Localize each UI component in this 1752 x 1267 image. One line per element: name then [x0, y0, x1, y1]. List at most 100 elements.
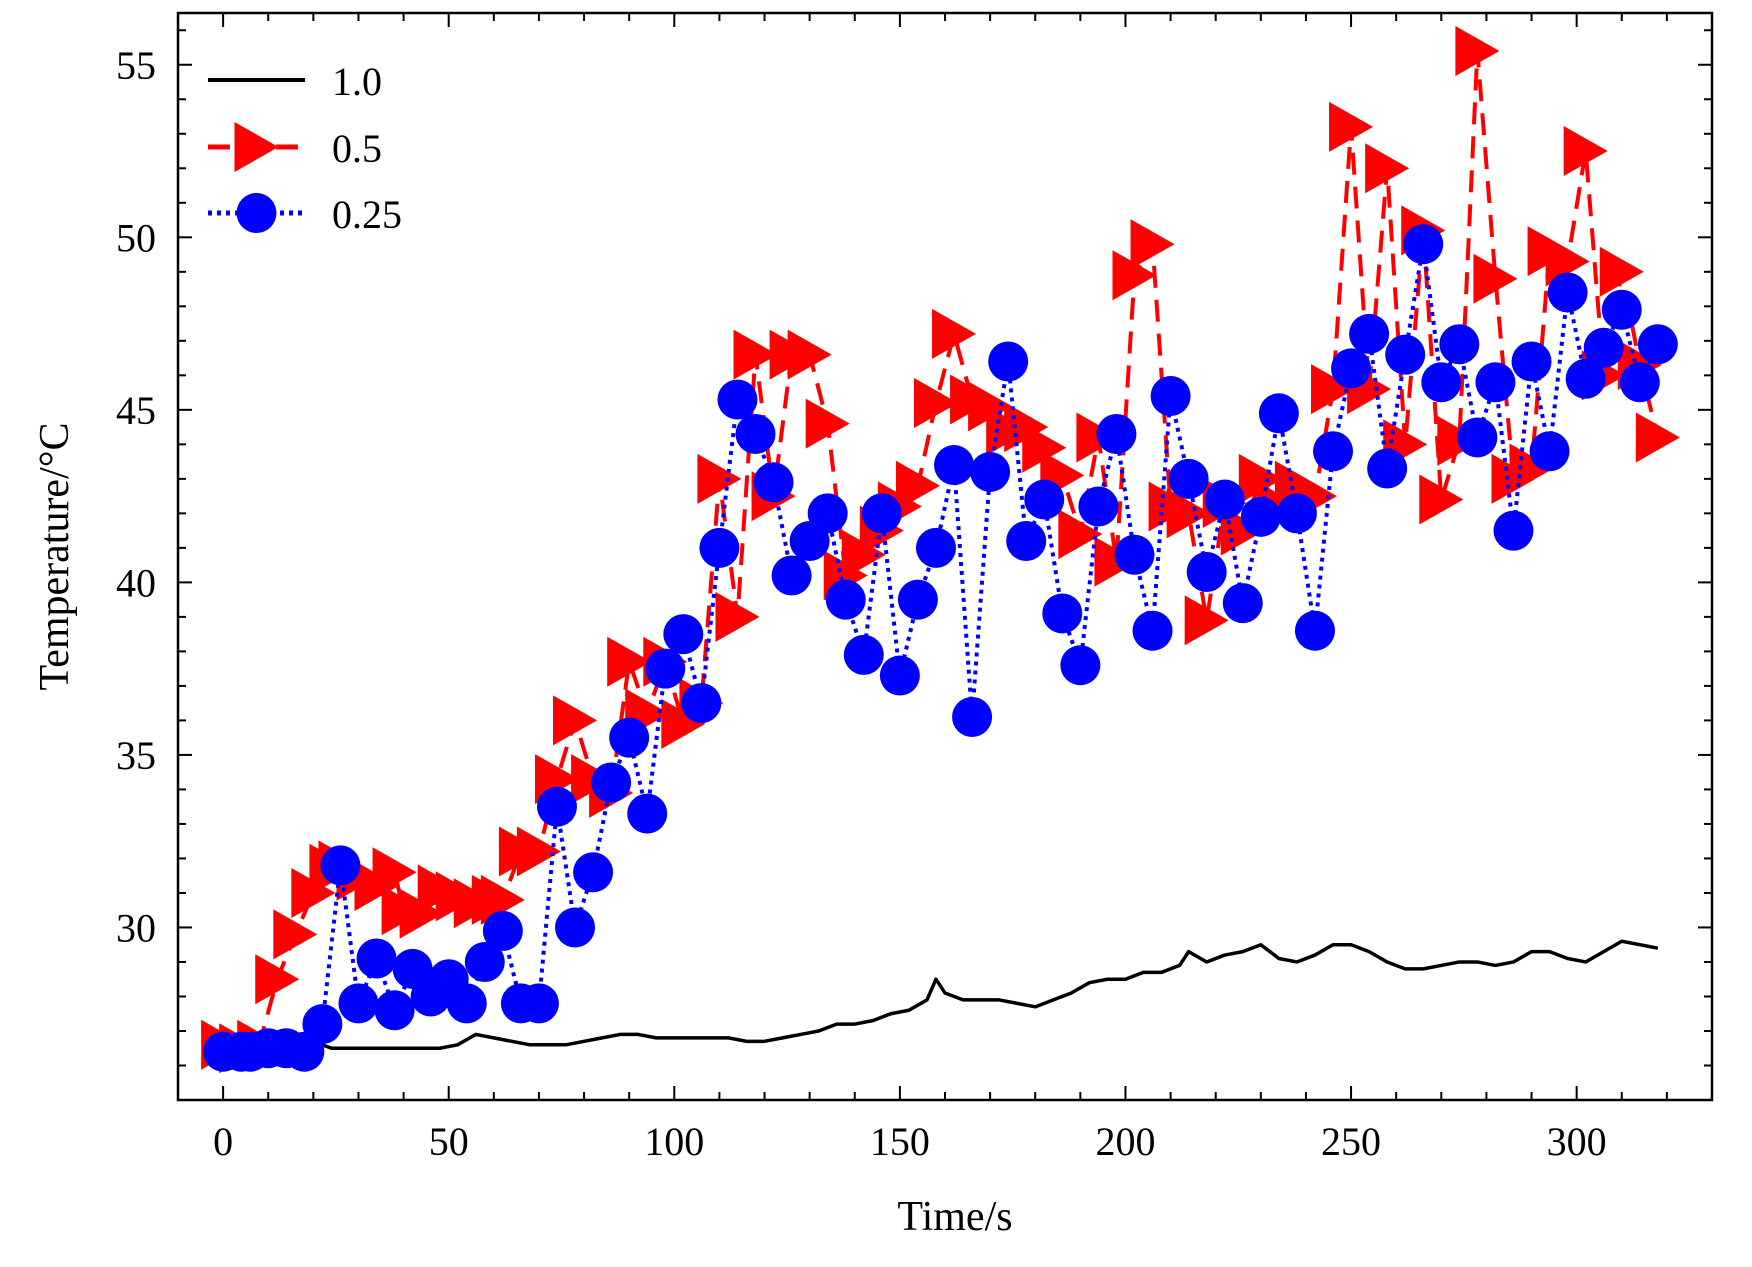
- data-point: [970, 451, 1011, 492]
- data-point: [591, 762, 632, 803]
- y-tick-label: 40: [116, 560, 156, 605]
- data-point: [861, 493, 902, 534]
- data-point: [1168, 458, 1209, 499]
- legend-label: 1.0: [332, 59, 382, 104]
- data-point: [988, 341, 1029, 382]
- data-point: [1563, 126, 1608, 177]
- data-point: [1637, 324, 1678, 365]
- data-point: [482, 910, 523, 951]
- x-tick-label: 0: [213, 1119, 233, 1164]
- data-point: [607, 636, 652, 687]
- data-point: [1222, 583, 1263, 624]
- legend-label: 0.5: [332, 126, 382, 171]
- data-point: [717, 379, 758, 420]
- data-point: [356, 938, 397, 979]
- data-point: [771, 555, 812, 596]
- data-point: [1599, 246, 1644, 297]
- data-point: [320, 845, 361, 886]
- data-point: [1204, 479, 1245, 520]
- data-point: [573, 852, 614, 893]
- data-point: [1473, 253, 1518, 304]
- data-point: [1294, 610, 1335, 651]
- data-point: [1331, 348, 1372, 389]
- data-point: [913, 377, 958, 428]
- data-point: [1186, 552, 1227, 593]
- data-point: [302, 1004, 343, 1045]
- data-point: [536, 786, 577, 827]
- data-point: [1060, 645, 1101, 686]
- legend-marker-0.25: [236, 193, 277, 233]
- data-point: [735, 413, 776, 454]
- data-point: [1403, 224, 1444, 265]
- series-0: [222, 939, 1659, 1054]
- data-point: [1024, 479, 1065, 520]
- data-point: [1493, 510, 1534, 551]
- data-point: [1619, 362, 1660, 403]
- data-point: [715, 591, 760, 642]
- data-point: [516, 826, 561, 877]
- series-2: [203, 224, 1678, 1072]
- data-point: [1150, 376, 1191, 417]
- data-point: [895, 460, 940, 511]
- data-point: [464, 941, 505, 982]
- y-tick-label: 35: [116, 733, 156, 778]
- data-point: [1276, 493, 1317, 534]
- data-point: [1132, 610, 1173, 651]
- data-point: [1529, 431, 1570, 472]
- data-point: [968, 381, 1013, 432]
- data-point: [1475, 362, 1516, 403]
- x-axis-label: Time/s: [897, 1194, 1012, 1240]
- legend-marker-0.5: [234, 122, 279, 172]
- data-point: [645, 648, 686, 689]
- data-point: [1365, 143, 1410, 194]
- data-point: [1022, 422, 1067, 473]
- data-point: [879, 655, 920, 696]
- data-point: [699, 527, 740, 568]
- x-tick-label: 100: [644, 1119, 704, 1164]
- data-point: [372, 847, 417, 898]
- x-tick-label: 50: [429, 1119, 469, 1164]
- data-point: [1547, 272, 1588, 313]
- data-point: [446, 983, 487, 1024]
- data-point: [1184, 595, 1229, 646]
- data-point: [952, 696, 993, 737]
- data-point: [399, 888, 444, 939]
- data-point: [338, 983, 379, 1024]
- x-tick-label: 300: [1547, 1119, 1607, 1164]
- y-tick-label: 50: [116, 215, 156, 260]
- data-point: [1545, 236, 1590, 287]
- data-point: [1311, 364, 1356, 415]
- data-point: [807, 493, 848, 534]
- data-point: [1565, 358, 1606, 399]
- x-tick-label: 200: [1095, 1119, 1155, 1164]
- data-point: [555, 907, 596, 948]
- data-point: [1455, 25, 1500, 76]
- data-point: [1601, 289, 1642, 330]
- data-point: [932, 308, 977, 359]
- data-point: [480, 874, 525, 925]
- data-point: [897, 579, 938, 620]
- y-axis-label: Temperature/°C: [32, 422, 78, 690]
- y-tick-label: 45: [116, 388, 156, 433]
- data-point: [1166, 488, 1211, 539]
- data-point: [255, 954, 300, 1005]
- series-line-1.0: [222, 939, 1659, 1054]
- x-tick-label: 250: [1321, 1119, 1381, 1164]
- data-point: [1509, 443, 1554, 494]
- data-point: [1419, 474, 1464, 525]
- data-point: [1635, 412, 1680, 463]
- y-tick-label: 30: [116, 905, 156, 950]
- data-point: [681, 683, 722, 724]
- data-point: [1313, 431, 1354, 472]
- data-point: [1329, 101, 1374, 152]
- data-point: [1457, 417, 1498, 458]
- data-point: [733, 329, 778, 380]
- data-point: [1240, 496, 1281, 537]
- data-point: [1367, 448, 1408, 489]
- y-tick-label: 55: [116, 43, 156, 88]
- data-point: [1583, 327, 1624, 368]
- data-point: [627, 793, 668, 834]
- data-point: [553, 695, 598, 746]
- data-point: [843, 634, 884, 675]
- data-point: [787, 329, 832, 380]
